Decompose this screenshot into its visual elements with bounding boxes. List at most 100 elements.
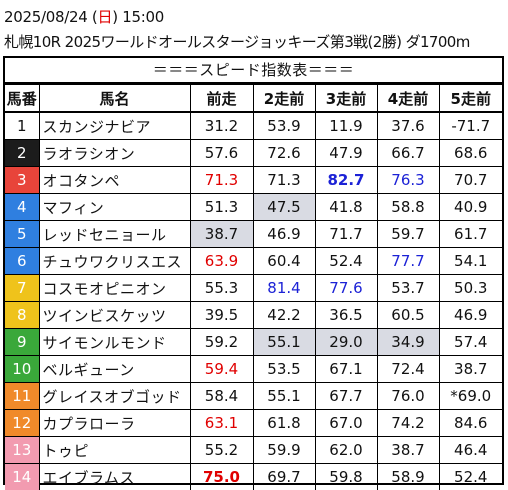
speed-index-cell: 47.9	[315, 140, 377, 167]
speed-index-cell: 39.5	[190, 302, 253, 329]
speed-index-cell: 77.7	[377, 248, 439, 275]
speed-index-cell: 59.8	[315, 464, 377, 490]
speed-index-cell: 37.6	[377, 112, 439, 140]
horse-number-cell: 2	[5, 140, 39, 167]
table-title: ＝＝＝スピード指数表＝＝＝	[5, 58, 502, 84]
speed-index-cell: 67.1	[315, 356, 377, 383]
speed-index-cell: 66.7	[377, 140, 439, 167]
speed-index-cell: 63.9	[190, 248, 253, 275]
horse-name-cell: コスモオピニオン	[39, 275, 190, 302]
speed-index-cell: 46.9	[439, 302, 502, 329]
speed-index-cell: 50.3	[439, 275, 502, 302]
speed-index-cell: 54.1	[439, 248, 502, 275]
horse-name-cell: トゥピ	[39, 437, 190, 464]
speed-index-table-frame: ＝＝＝スピード指数表＝＝＝ 馬番 馬名 前走 2走前 3走前 4走前 5走前 1…	[3, 56, 504, 485]
speed-index-cell: 58.8	[377, 194, 439, 221]
speed-index-cell: 72.6	[253, 140, 315, 167]
date-suffix: ) 15:00	[112, 8, 164, 26]
speed-index-cell: 53.5	[253, 356, 315, 383]
speed-index-cell: 47.5	[253, 194, 315, 221]
horse-number-cell: 3	[5, 167, 39, 194]
speed-index-cell: 63.1	[190, 410, 253, 437]
speed-index-cell: -71.7	[439, 112, 502, 140]
speed-index-cell: 52.4	[315, 248, 377, 275]
horse-number-cell: 11	[5, 383, 39, 410]
horse-name-cell: ベルギューン	[39, 356, 190, 383]
horse-name-cell: ツインビスケッツ	[39, 302, 190, 329]
horse-name-cell: マフィン	[39, 194, 190, 221]
speed-index-cell: 76.3	[377, 167, 439, 194]
speed-index-cell: 34.9	[377, 329, 439, 356]
speed-index-cell: 55.2	[190, 437, 253, 464]
speed-index-cell: 52.4	[439, 464, 502, 490]
speed-index-cell: 41.8	[315, 194, 377, 221]
speed-index-cell: 38.7	[377, 437, 439, 464]
speed-index-cell: 84.6	[439, 410, 502, 437]
speed-index-cell: 61.7	[439, 221, 502, 248]
horse-name-cell: ラオラシオン	[39, 140, 190, 167]
col-header-4-races-ago: 4走前	[377, 85, 439, 113]
horse-name-cell: カプラローラ	[39, 410, 190, 437]
speed-index-cell: 58.4	[190, 383, 253, 410]
horse-name-cell: チュウワクリスエス	[39, 248, 190, 275]
speed-index-cell: 51.3	[190, 194, 253, 221]
speed-index-cell: 46.9	[253, 221, 315, 248]
col-header-number: 馬番	[5, 85, 39, 113]
speed-index-cell: 29.0	[315, 329, 377, 356]
speed-index-cell: 70.7	[439, 167, 502, 194]
speed-index-cell: 53.7	[377, 275, 439, 302]
speed-index-cell: 46.4	[439, 437, 502, 464]
speed-index-cell: 55.3	[190, 275, 253, 302]
speed-index-cell: 68.6	[439, 140, 502, 167]
speed-index-cell: 31.2	[190, 112, 253, 140]
col-header-name: 馬名	[39, 85, 190, 113]
horse-name-cell: オコタンペ	[39, 167, 190, 194]
col-header-last-race: 前走	[190, 85, 253, 113]
weekday-label: 日	[97, 8, 112, 26]
horse-name-cell: サイモンルモンド	[39, 329, 190, 356]
speed-index-cell: 60.5	[377, 302, 439, 329]
speed-index-cell: 58.9	[377, 464, 439, 490]
speed-index-cell: 69.7	[253, 464, 315, 490]
speed-index-cell: 76.0	[377, 383, 439, 410]
horse-number-cell: 13	[5, 437, 39, 464]
horse-number-cell: 1	[5, 112, 39, 140]
horse-name-cell: スカンジナビア	[39, 112, 190, 140]
horse-name-cell: レッドセニョール	[39, 221, 190, 248]
speed-index-cell: 11.9	[315, 112, 377, 140]
race-datetime: 2025/08/24 (日) 15:00	[4, 6, 164, 27]
speed-index-cell: 82.7	[315, 167, 377, 194]
speed-index-cell: 62.0	[315, 437, 377, 464]
speed-index-cell: 36.5	[315, 302, 377, 329]
speed-index-cell: 71.3	[190, 167, 253, 194]
speed-index-cell: 71.7	[315, 221, 377, 248]
horse-number-cell: 6	[5, 248, 39, 275]
col-header-3-races-ago: 3走前	[315, 85, 377, 113]
speed-index-cell: 72.4	[377, 356, 439, 383]
horse-number-cell: 5	[5, 221, 39, 248]
horse-name-cell: グレイスオブゴッド	[39, 383, 190, 410]
speed-index-cell: 75.0	[190, 464, 253, 490]
speed-index-cell: 61.8	[253, 410, 315, 437]
speed-index-cell: 53.9	[253, 112, 315, 140]
speed-index-cell: 60.4	[253, 248, 315, 275]
col-header-5-races-ago: 5走前	[439, 85, 502, 113]
horse-number-cell: 8	[5, 302, 39, 329]
horse-number-cell: 7	[5, 275, 39, 302]
horse-name-cell: エイブラムス	[39, 464, 190, 490]
speed-index-cell: 59.2	[190, 329, 253, 356]
date-prefix: 2025/08/24 (	[4, 8, 97, 26]
speed-index-cell: 59.7	[377, 221, 439, 248]
speed-index-cell: 67.0	[315, 410, 377, 437]
speed-index-cell: 74.2	[377, 410, 439, 437]
speed-index-cell: 81.4	[253, 275, 315, 302]
